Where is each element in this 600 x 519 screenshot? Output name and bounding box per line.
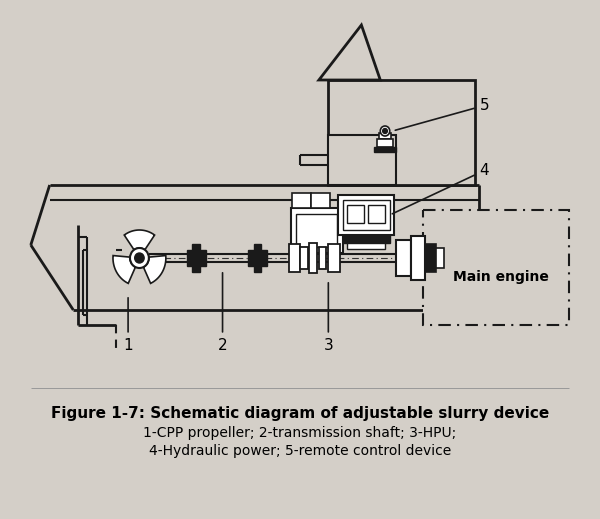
Bar <box>412 236 425 280</box>
Bar <box>328 135 397 185</box>
Circle shape <box>380 126 390 136</box>
Bar <box>425 244 436 272</box>
Bar <box>328 80 475 185</box>
Bar <box>200 250 206 266</box>
Bar <box>300 247 308 269</box>
Circle shape <box>130 248 149 268</box>
Bar <box>374 147 397 152</box>
Bar <box>368 205 385 223</box>
Bar <box>328 244 340 272</box>
Bar <box>248 250 254 266</box>
Bar <box>379 133 391 139</box>
Circle shape <box>134 253 144 263</box>
Text: 2: 2 <box>218 273 227 352</box>
Bar <box>187 250 193 266</box>
Bar <box>343 200 390 230</box>
Bar <box>343 235 390 243</box>
Bar <box>338 195 394 235</box>
Bar <box>296 214 337 247</box>
Polygon shape <box>319 25 380 80</box>
Bar <box>397 240 412 276</box>
Bar <box>193 244 200 272</box>
Text: 5: 5 <box>395 98 489 130</box>
Bar <box>347 205 364 223</box>
Text: Figure 1-7: Schematic diagram of adjustable slurry device: Figure 1-7: Schematic diagram of adjusta… <box>51 406 549 421</box>
Bar <box>311 193 330 208</box>
Bar <box>377 139 392 147</box>
PathPatch shape <box>113 255 136 283</box>
Bar <box>347 243 385 249</box>
Circle shape <box>383 129 388 133</box>
Bar <box>254 244 261 272</box>
Bar <box>436 248 443 268</box>
Bar <box>261 250 267 266</box>
Text: 4-Hydraulic power; 5-remote control device: 4-Hydraulic power; 5-remote control devi… <box>149 444 451 458</box>
PathPatch shape <box>124 230 155 250</box>
Bar <box>289 244 300 272</box>
Bar <box>423 210 569 325</box>
Bar <box>310 243 317 273</box>
Bar <box>292 193 311 208</box>
Bar <box>290 208 343 253</box>
PathPatch shape <box>143 255 166 283</box>
Text: Main engine: Main engine <box>453 270 548 284</box>
Text: 4: 4 <box>392 163 489 214</box>
Bar <box>319 247 326 269</box>
Text: 1: 1 <box>123 298 133 352</box>
Text: 3: 3 <box>323 283 333 352</box>
Text: 1-CPP propeller; 2-transmission shaft; 3-HPU;: 1-CPP propeller; 2-transmission shaft; 3… <box>143 426 457 440</box>
